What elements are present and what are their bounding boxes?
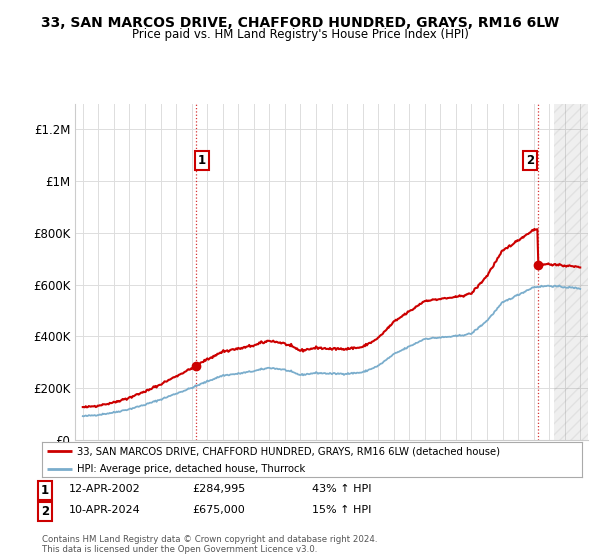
- Text: 33, SAN MARCOS DRIVE, CHAFFORD HUNDRED, GRAYS, RM16 6LW: 33, SAN MARCOS DRIVE, CHAFFORD HUNDRED, …: [41, 16, 559, 30]
- Text: 12-APR-2002: 12-APR-2002: [69, 484, 141, 494]
- Text: 1: 1: [41, 484, 49, 497]
- Text: Price paid vs. HM Land Registry's House Price Index (HPI): Price paid vs. HM Land Registry's House …: [131, 28, 469, 41]
- Text: HPI: Average price, detached house, Thurrock: HPI: Average price, detached house, Thur…: [77, 464, 305, 474]
- Text: £675,000: £675,000: [192, 505, 245, 515]
- Text: Contains HM Land Registry data © Crown copyright and database right 2024.
This d: Contains HM Land Registry data © Crown c…: [42, 535, 377, 554]
- Text: 33, SAN MARCOS DRIVE, CHAFFORD HUNDRED, GRAYS, RM16 6LW (detached house): 33, SAN MARCOS DRIVE, CHAFFORD HUNDRED, …: [77, 446, 500, 456]
- Text: 15% ↑ HPI: 15% ↑ HPI: [312, 505, 371, 515]
- Text: 2: 2: [526, 154, 534, 167]
- Text: 43% ↑ HPI: 43% ↑ HPI: [312, 484, 371, 494]
- Text: 10-APR-2024: 10-APR-2024: [69, 505, 141, 515]
- Bar: [554, 104, 588, 440]
- Text: £284,995: £284,995: [192, 484, 245, 494]
- Text: 2: 2: [41, 505, 49, 518]
- Text: 1: 1: [198, 154, 206, 167]
